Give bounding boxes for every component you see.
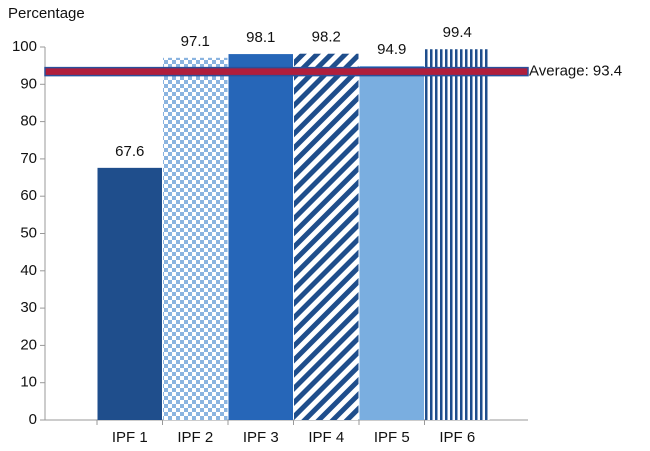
data-label: 67.6 — [115, 143, 144, 160]
data-label: 97.1 — [181, 33, 210, 50]
x-tick-label: IPF 2 — [177, 429, 213, 446]
y-tick-label: 60 — [20, 187, 37, 204]
bar — [97, 167, 162, 420]
bar — [163, 57, 228, 420]
bar — [359, 66, 424, 420]
y-tick-label: 30 — [20, 299, 37, 316]
y-tick-label: 0 — [29, 411, 37, 428]
bar — [425, 49, 490, 420]
data-label: 94.9 — [377, 41, 406, 58]
x-tick-label: IPF 3 — [243, 429, 279, 446]
y-tick-label: 40 — [20, 262, 37, 279]
bar — [294, 53, 359, 421]
data-label: 98.2 — [312, 29, 341, 46]
average-line — [44, 66, 529, 77]
x-tick-label: IPF 5 — [374, 429, 410, 446]
bar — [228, 54, 293, 420]
y-tick-label: 90 — [20, 75, 37, 92]
y-tick-label: 70 — [20, 150, 37, 167]
average-label: Average: 93.4 — [529, 63, 622, 80]
y-tick-label: 20 — [20, 336, 37, 353]
y-tick-label: 10 — [20, 374, 37, 391]
x-tick-label: IPF 4 — [308, 429, 344, 446]
x-tick-label: IPF 1 — [112, 429, 148, 446]
y-tick-label: 100 — [12, 38, 37, 55]
x-tick-label: IPF 6 — [439, 429, 475, 446]
y-tick-label: 50 — [20, 224, 37, 241]
y-tick-label: 80 — [20, 113, 37, 130]
y-axis-label: Percentage — [8, 5, 85, 22]
data-label: 98.1 — [246, 29, 275, 46]
data-label: 99.4 — [443, 24, 472, 41]
